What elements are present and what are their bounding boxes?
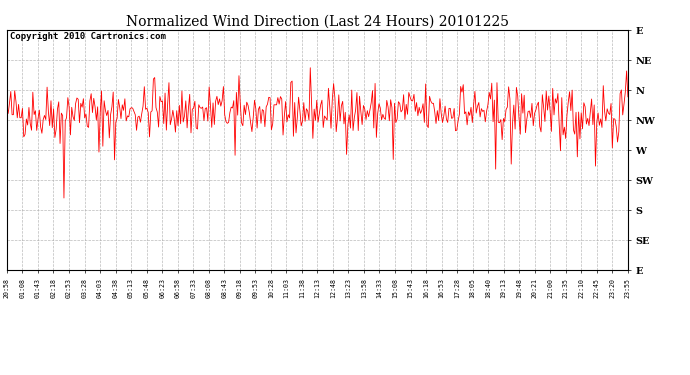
Title: Normalized Wind Direction (Last 24 Hours) 20101225: Normalized Wind Direction (Last 24 Hours… [126,15,509,29]
Text: Copyright 2010 Cartronics.com: Copyright 2010 Cartronics.com [10,32,166,41]
